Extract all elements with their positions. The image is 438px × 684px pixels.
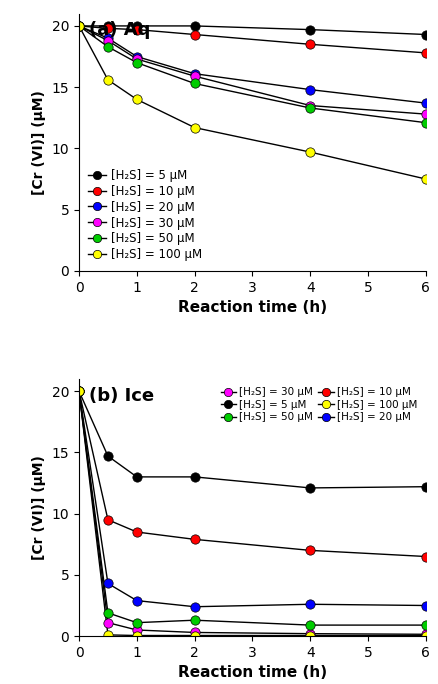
Point — [191, 68, 198, 79]
Point — [104, 23, 111, 34]
Point — [191, 78, 198, 89]
Point — [75, 386, 82, 397]
Point — [75, 386, 82, 397]
Point — [75, 21, 82, 31]
Point — [306, 545, 313, 556]
Legend: [H₂S] = 5 μM, [H₂S] = 10 μM, [H₂S] = 20 μM, [H₂S] = 30 μM, [H₂S] = 50 μM, [H₂S] : [H₂S] = 5 μM, [H₂S] = 10 μM, [H₂S] = 20 … — [85, 165, 205, 265]
Point — [421, 630, 428, 641]
Point — [191, 29, 198, 40]
Point — [306, 39, 313, 50]
Point — [133, 630, 140, 641]
Point — [75, 21, 82, 31]
Point — [133, 471, 140, 482]
Point — [191, 21, 198, 31]
Point — [75, 21, 82, 31]
Point — [306, 628, 313, 639]
Point — [75, 386, 82, 397]
Point — [133, 21, 140, 31]
Point — [421, 600, 428, 611]
Point — [191, 534, 198, 545]
Point — [104, 629, 111, 640]
X-axis label: Reaction time (h): Reaction time (h) — [177, 666, 326, 681]
Point — [133, 595, 140, 606]
Point — [421, 117, 428, 128]
Y-axis label: [Cr (VI)] (μM): [Cr (VI)] (μM) — [32, 455, 46, 560]
Point — [133, 57, 140, 68]
Text: (a) Aq: (a) Aq — [89, 21, 151, 40]
Point — [421, 482, 428, 492]
Y-axis label: [Cr (VI)] (μM): [Cr (VI)] (μM) — [32, 90, 46, 195]
Point — [421, 174, 428, 185]
Point — [133, 617, 140, 628]
Point — [133, 51, 140, 62]
Point — [191, 630, 198, 641]
Point — [306, 24, 313, 35]
Point — [421, 109, 428, 120]
Point — [191, 122, 198, 133]
Point — [306, 100, 313, 111]
Point — [75, 386, 82, 397]
Point — [104, 578, 111, 589]
Point — [133, 53, 140, 64]
Legend: [H₂S] = 30 μM, [H₂S] = 5 μM, [H₂S] = 50 μM, [H₂S] = 10 μM, [H₂S] = 100 μM, [H₂S]: [H₂S] = 30 μM, [H₂S] = 5 μM, [H₂S] = 50 … — [217, 384, 420, 425]
Point — [306, 482, 313, 493]
Point — [133, 94, 140, 105]
Point — [133, 624, 140, 635]
Point — [104, 514, 111, 525]
Point — [75, 21, 82, 31]
Point — [104, 21, 111, 31]
Point — [306, 103, 313, 114]
Point — [421, 29, 428, 40]
Text: (b) Ice: (b) Ice — [89, 386, 154, 405]
Point — [133, 527, 140, 538]
Point — [104, 41, 111, 52]
Point — [191, 627, 198, 638]
Point — [133, 24, 140, 35]
Point — [421, 620, 428, 631]
Point — [191, 615, 198, 626]
Point — [104, 451, 111, 462]
Point — [306, 598, 313, 609]
Point — [306, 146, 313, 157]
Point — [306, 84, 313, 95]
Point — [104, 607, 111, 618]
Point — [191, 471, 198, 482]
Point — [306, 630, 313, 641]
Point — [75, 21, 82, 31]
Point — [191, 601, 198, 612]
Point — [75, 386, 82, 397]
Point — [104, 35, 111, 46]
Point — [421, 629, 428, 640]
Point — [75, 21, 82, 31]
Point — [104, 75, 111, 86]
Point — [421, 98, 428, 109]
Point — [104, 617, 111, 628]
Point — [191, 70, 198, 81]
Point — [306, 620, 313, 631]
Point — [104, 33, 111, 44]
Point — [421, 47, 428, 58]
Point — [421, 551, 428, 562]
Point — [75, 386, 82, 397]
X-axis label: Reaction time (h): Reaction time (h) — [177, 300, 326, 315]
